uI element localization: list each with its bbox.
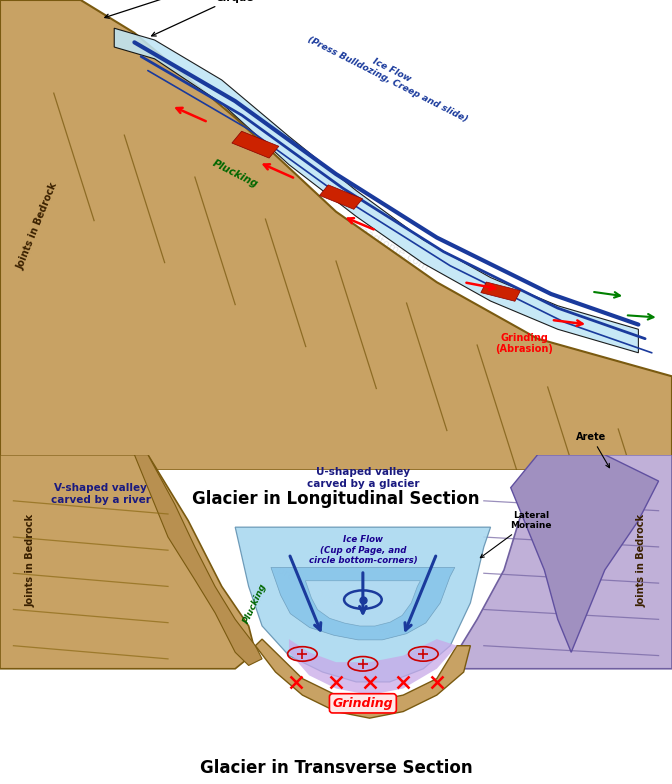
Polygon shape [134,455,262,666]
Text: Horn: Horn [105,0,216,18]
Text: V-shaped valley
carved by a river: V-shaped valley carved by a river [51,484,151,505]
Text: Plucking: Plucking [242,581,269,625]
Text: Plucking: Plucking [211,158,259,190]
Text: preface.aroadtome.com: preface.aroadtome.com [276,565,396,641]
Polygon shape [511,455,659,652]
Text: Joints in Bedrock: Joints in Bedrock [15,181,59,270]
Polygon shape [235,527,491,682]
Polygon shape [271,568,455,640]
Text: Ice Flow
(Press Bulldozing, Creep and slide): Ice Flow (Press Bulldozing, Creep and sl… [306,26,474,125]
FancyBboxPatch shape [319,185,363,209]
Text: Joints in Bedrock: Joints in Bedrock [637,514,646,607]
Text: Glacier in Longitudinal Section: Glacier in Longitudinal Section [192,490,480,507]
Polygon shape [305,581,421,626]
Text: Lateral
Moraine: Lateral Moraine [480,511,552,557]
Text: Cirque: Cirque [152,0,253,36]
FancyBboxPatch shape [481,282,520,301]
Text: preface.aroadtome.com: preface.aroadtome.com [309,198,430,273]
Polygon shape [457,455,672,669]
Text: Grinding: Grinding [333,697,393,710]
Text: Arete: Arete [576,431,610,468]
Polygon shape [289,639,457,695]
Text: Ice Flow
(Cup of Page, and
circle bottom-corners): Ice Flow (Cup of Page, and circle bottom… [308,535,417,565]
Text: U-shaped valley
carved by a glacier: U-shaped valley carved by a glacier [306,467,419,488]
Text: Glacier in Transverse Section: Glacier in Transverse Section [200,759,472,776]
Text: Joints in Bedrock: Joints in Bedrock [26,514,35,607]
Polygon shape [114,28,638,353]
Text: Grinding
(Abrasion): Grinding (Abrasion) [495,332,553,354]
Polygon shape [0,455,255,669]
Polygon shape [255,639,470,718]
FancyBboxPatch shape [232,131,279,158]
Polygon shape [0,0,672,470]
